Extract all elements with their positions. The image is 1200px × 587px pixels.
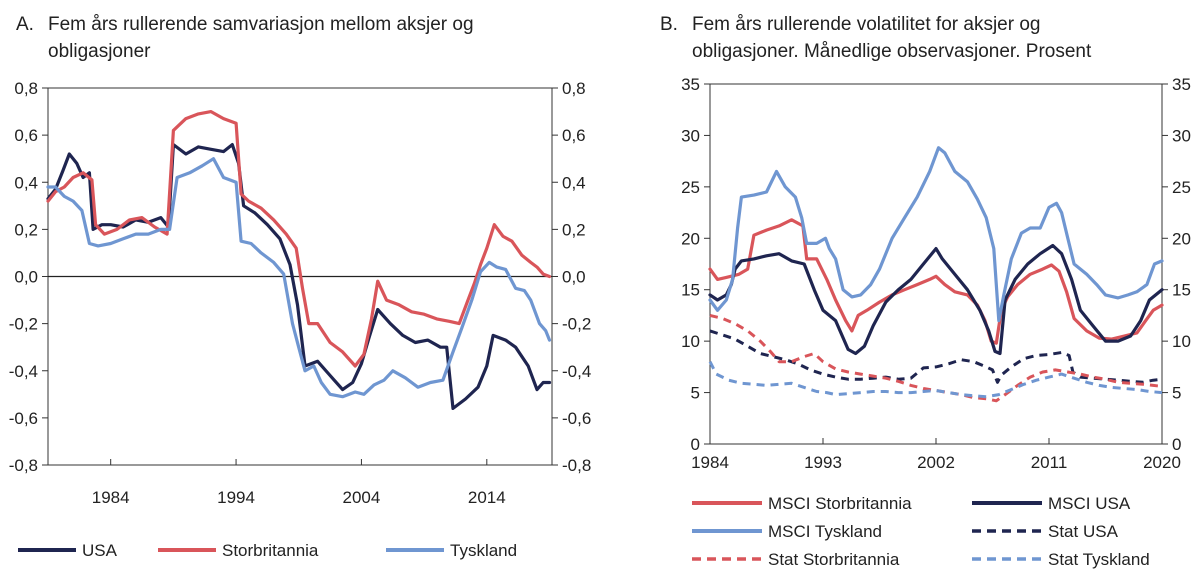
y-tick-label-right: -0,2 xyxy=(562,315,591,334)
legend-item-msci-usa: MSCI USA xyxy=(972,494,1131,513)
series-line-stat-storbritannia xyxy=(709,313,1163,403)
y-tick-label-right: -0,6 xyxy=(562,409,591,428)
legend-item-tyskland: Tyskland xyxy=(386,541,517,560)
y-tick-label-left: 0,8 xyxy=(14,79,38,98)
series-line-usa xyxy=(46,143,552,410)
series-line-msci-tyskland xyxy=(708,146,1164,323)
y-tick-label-left: -0,6 xyxy=(9,409,38,428)
panel-b-title-line1: Fem års rullerende volatilitet for aksje… xyxy=(692,14,1040,35)
y-tick-label-left: 20 xyxy=(681,229,700,248)
legend-item-stat-tyskland: Stat Tyskland xyxy=(972,550,1150,569)
x-tick-label: 2004 xyxy=(343,488,381,507)
y-tick-label-left: 0,0 xyxy=(14,268,38,287)
panel-b-title-line2: obligasjoner. Månedlige observasjoner. P… xyxy=(692,41,1092,62)
legend-label-stat-storbritannia: Stat Storbritannia xyxy=(768,550,900,569)
legend-item-msci-tyskland: MSCI Tyskland xyxy=(692,522,882,541)
y-tick-label-right: 5 xyxy=(1172,384,1181,403)
legend-item-stat-storbritannia: Stat Storbritannia xyxy=(692,550,900,569)
x-tick-label: 2011 xyxy=(1031,453,1068,472)
panel-a-title-line1: Fem års rullerende samvariasjon mellom a… xyxy=(48,14,474,35)
y-tick-label-left: 0,6 xyxy=(14,126,38,145)
panel-b-plot-frame xyxy=(709,83,1163,445)
y-tick-label-left: 0,4 xyxy=(14,173,38,192)
legend-label-stat-usa: Stat USA xyxy=(1048,522,1119,541)
legend-label-msci-tyskland: MSCI Tyskland xyxy=(768,522,882,541)
legend-label-stat-tyskland: Stat Tyskland xyxy=(1048,550,1150,569)
panel-a: A. Fem års rullerende samvariasjon mello… xyxy=(9,14,592,560)
y-tick-label-left: 0,2 xyxy=(14,220,38,239)
y-tick-label-right: 0,6 xyxy=(562,126,586,145)
legend-item-storbritannia: Storbritannia xyxy=(158,541,319,560)
legend-label-msci-storbritannia: MSCI Storbritannia xyxy=(768,494,912,513)
y-tick-label-right: 0 xyxy=(1172,435,1181,454)
legend-label-usa: USA xyxy=(82,541,118,560)
legend-label-tyskland: Tyskland xyxy=(450,541,517,560)
x-tick-label: 2014 xyxy=(468,488,506,507)
series-line-msci-storbritannia xyxy=(708,218,1164,345)
y-tick-label-right: 35 xyxy=(1172,75,1191,94)
y-tick-label-left: 25 xyxy=(681,178,700,197)
panel-a-title-line2: obligasjoner xyxy=(48,41,151,62)
y-tick-label-right: 30 xyxy=(1172,126,1191,145)
panel-b-y-axis-right: 35 30 25 20 15 10 5 0 xyxy=(1162,75,1191,454)
x-tick-label: 2002 xyxy=(917,453,955,472)
y-tick-label-left: -0,8 xyxy=(9,456,38,475)
panel-a-title-letter: A. xyxy=(16,14,34,35)
panel-b-x-axis: 1984 1993 2002 2011 2020 xyxy=(691,438,1181,472)
x-tick-label: 1993 xyxy=(804,453,842,472)
panel-a-series-group xyxy=(46,110,552,410)
y-tick-label-right: -0,4 xyxy=(562,362,591,381)
x-tick-label: 1994 xyxy=(217,488,255,507)
x-tick-label: 1984 xyxy=(92,488,130,507)
legend-item-stat-usa: Stat USA xyxy=(972,522,1119,541)
panel-b: B. Fem års rullerende volatilitet for ak… xyxy=(660,14,1191,569)
panel-b-y-axis-left: 35 30 25 20 15 10 5 0 xyxy=(681,75,710,454)
series-line-storbritannia xyxy=(46,110,552,368)
panel-a-legend: USA Storbritannia Tyskland xyxy=(18,541,517,560)
y-tick-label-left: -0,2 xyxy=(9,315,38,334)
y-tick-label-right: 10 xyxy=(1172,332,1191,351)
legend-label-storbritannia: Storbritannia xyxy=(222,541,319,560)
legend-item-usa: USA xyxy=(18,541,118,560)
panel-b-series-group xyxy=(708,146,1164,403)
y-tick-label-left: 35 xyxy=(681,75,700,94)
panel-b-title-letter: B. xyxy=(660,14,678,35)
y-tick-label-left: 10 xyxy=(681,332,700,351)
y-tick-label-right: 0,8 xyxy=(562,79,586,98)
series-line-tyskland xyxy=(46,157,552,399)
legend-item-msci-storbritannia: MSCI Storbritannia xyxy=(692,494,912,513)
y-tick-label-left: 15 xyxy=(681,281,700,300)
y-tick-label-right: 25 xyxy=(1172,178,1191,197)
y-tick-label-right: -0,8 xyxy=(562,456,591,475)
panel-a-y-axis-right: 0,8 0,6 0,4 0,2 0,0 -0,2 -0,4 -0,6 -0,8 xyxy=(552,79,591,475)
panel-b-legend: MSCI Storbritannia MSCI USA MSCI Tysklan… xyxy=(692,494,1150,569)
y-tick-label-right: 0,2 xyxy=(562,220,586,239)
y-tick-label-right: 0,4 xyxy=(562,173,586,192)
series-line-stat-usa xyxy=(709,329,1163,384)
x-tick-label: 2020 xyxy=(1143,453,1181,472)
y-tick-label-left: 30 xyxy=(681,126,700,145)
y-tick-label-right: 20 xyxy=(1172,229,1191,248)
y-tick-label-left: -0,4 xyxy=(9,362,38,381)
y-tick-label-left: 0 xyxy=(691,435,700,454)
legend-label-msci-usa: MSCI USA xyxy=(1048,494,1131,513)
y-tick-label-right: 0,0 xyxy=(562,268,586,287)
series-line-msci-usa xyxy=(708,243,1164,356)
panel-a-x-axis: 1984 1994 2004 2014 xyxy=(92,459,506,507)
y-tick-label-right: 15 xyxy=(1172,281,1191,300)
x-tick-label: 1984 xyxy=(691,453,729,472)
y-tick-label-left: 5 xyxy=(691,384,700,403)
panel-a-y-axis-left: 0,8 0,6 0,4 0,2 0,0 -0,2 -0,4 -0,6 -0,8 xyxy=(9,79,48,475)
series-line-stat-tyskland xyxy=(708,361,1163,399)
